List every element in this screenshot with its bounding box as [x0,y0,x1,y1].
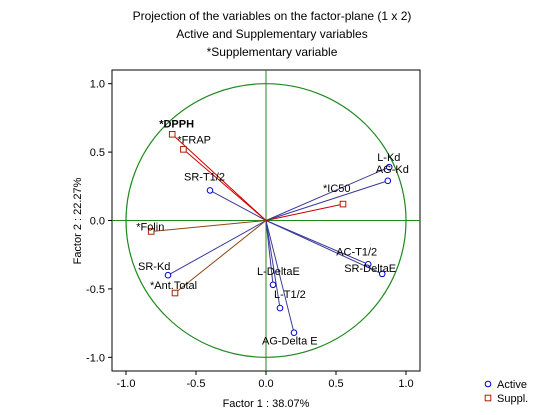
active-point-marker [290,329,298,336]
legend-label: Active [497,379,527,391]
vector-active [265,180,388,221]
vector-active [265,220,295,333]
y-axis-label: Factor 2 : 22.27% [72,177,84,264]
x-axis-label: Factor 1 : 38.07% [223,398,310,410]
chart-title: Projection of the variables on the facto… [133,9,412,59]
vector-active [209,189,267,221]
x-tick-label: 0.0 [258,378,273,390]
supplementary-point-marker [171,289,179,297]
active-point-marker [269,281,277,289]
axes: -1.0 -0.5 0.0 0.5 1.0 1.0 0.5 0.0 -0.5 -1.0 [86,79,414,390]
active-point-marker [364,260,372,268]
point-label: AG-Kd [376,164,409,176]
point-label: L-Kd [377,152,400,164]
vector-active [265,220,274,285]
supplementary-point-marker [339,200,347,208]
chart-title-line-1: Projection of the variables on the facto… [133,9,412,23]
x-tick-label: -0.5 [187,378,206,390]
active-point-marker [276,304,284,312]
supplementary-point-marker [168,131,176,138]
y-tick-label: 0.0 [90,216,105,228]
point-label: *IC50 [323,183,351,195]
vector-supplementary [151,220,267,232]
y-tick-label: -1.0 [86,352,105,364]
point-label: AG-Delta E [262,336,318,348]
legend-marker-supplementary [484,394,492,402]
point-label: *DPPH [159,118,194,130]
point-label: *Folin [136,221,164,233]
y-tick-label: 1.0 [90,79,105,91]
vector-active [265,220,383,275]
point-label: *Ant.Total [150,280,197,292]
point-label: SR-Kd [138,261,170,273]
vector-supplementary [174,220,267,294]
active-point-marker [378,270,386,278]
y-tick-label: 0.5 [90,147,105,159]
vector-supplementary [171,133,267,221]
vector-active [167,220,267,276]
legend-label: Suppl. [497,393,528,405]
point-label: AC-T1/2 [336,246,377,258]
active-point-marker [206,187,214,194]
point-label: *FRAP [177,134,211,146]
point-label: L-T1/2 [274,289,306,301]
x-tick-label: 1.0 [398,378,413,390]
active-point-marker [164,271,172,279]
legend: Active Suppl. [484,379,528,405]
chart-title-line-2: Active and Supplementary variables [176,27,367,41]
y-tick-label: -0.5 [86,284,105,296]
point-label: SR-T1/2 [184,171,225,183]
supplementary-point-marker [180,146,187,153]
point-label: SR-DeltaE [344,263,396,275]
active-point-marker [384,177,392,185]
active-point-marker [385,163,393,171]
chart-title-line-3: *Supplementary variable [207,45,338,59]
vector-active [265,220,281,309]
vector-supplementary [183,148,267,221]
legend-marker-active [484,380,492,388]
x-tick-label: 0.5 [328,378,343,390]
vector-supplementary [265,203,344,221]
vector-active [265,166,390,221]
point-label: L-DeltaE [257,266,300,278]
supplementary-point-marker [147,228,155,235]
x-tick-label: -1.0 [117,378,136,390]
